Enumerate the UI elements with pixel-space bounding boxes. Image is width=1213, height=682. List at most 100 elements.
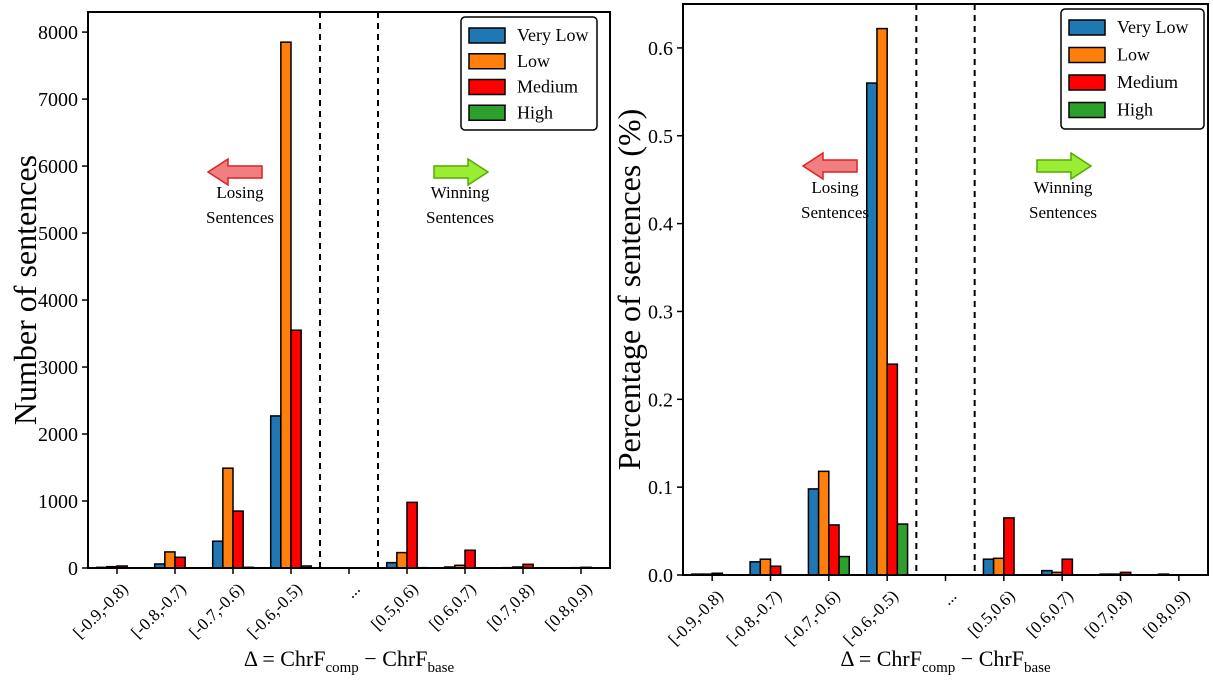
y-tick-label: 0.4	[648, 214, 673, 236]
x-tick-label: [0.5,0.6)	[964, 586, 1019, 641]
y-tick-label: 4000	[38, 290, 78, 312]
x-tick-label: ...	[341, 579, 363, 601]
bar-very-low-1	[749, 561, 762, 576]
bar-medium-2	[828, 524, 840, 576]
bar-medium-6	[464, 549, 476, 569]
x-axis-label: Δ = ChrFcomp − ChrFbase	[840, 646, 1051, 676]
bar-very-low-3	[269, 415, 282, 569]
winning-label: Sentences	[1029, 203, 1097, 222]
legend-frame	[460, 16, 598, 131]
legend-label: Very Low	[517, 25, 588, 45]
x-tick-label: ...	[938, 586, 960, 608]
losing-label: Losing	[216, 183, 264, 202]
bar-medium-6	[1061, 558, 1074, 576]
legend-swatch	[468, 53, 506, 70]
legend-swatch	[1068, 46, 1106, 64]
bar-high-2	[838, 555, 851, 576]
x-axis-label-part: − ChrF	[955, 646, 1024, 671]
legend-label: Very Low	[1117, 17, 1188, 37]
winning-label: Winning	[431, 183, 490, 202]
legend-label: Low	[1117, 45, 1150, 65]
y-axis-label: Number of sentences	[7, 155, 43, 425]
legend-swatch	[468, 27, 506, 44]
y-tick-label: 0.2	[648, 389, 673, 411]
bar-medium-2	[232, 510, 244, 569]
winning-arrow-icon	[433, 157, 490, 187]
legend: Very Low Low Medium High	[460, 16, 598, 131]
bars	[95, 41, 592, 570]
y-tick-label: 8000	[38, 22, 78, 44]
winning-label: Sentences	[426, 208, 494, 227]
x-axis-label-subscript: base	[427, 660, 454, 676]
x-tick-label: [0.5,0.6)	[367, 579, 422, 634]
x-tick-label: [-0.8,-0.7)	[723, 586, 786, 649]
x-axis-label-part: − ChrF	[359, 646, 428, 671]
losing-label: Sentences	[801, 203, 869, 222]
losing-arrow-icon	[801, 151, 858, 181]
x-tick-label: [-0.7,-0.6)	[185, 579, 248, 642]
x-axis-label-part: Δ = ChrF	[244, 646, 326, 671]
y-tick-label: 5000	[38, 223, 78, 245]
bar-high-3	[896, 523, 909, 576]
bar-low-2	[817, 470, 830, 576]
x-axis-label-subscript: base	[1024, 660, 1051, 676]
bar-medium-1	[769, 565, 782, 576]
x-tick-label: [-0.7,-0.6)	[781, 586, 844, 649]
y-tick-label: 7000	[38, 89, 78, 111]
legend-label: Low	[517, 51, 550, 71]
legend-label: High	[1117, 100, 1153, 120]
losing-label: Sentences	[206, 208, 274, 227]
winning-arrow-icon	[1036, 151, 1093, 181]
y-tick-label: 0.3	[648, 301, 673, 323]
y-tick-label: 0.5	[648, 126, 673, 148]
x-tick-label: [0.7,0.8)	[1081, 586, 1136, 641]
bar-medium-5	[406, 501, 418, 569]
x-tick-label: [-0.9,-0.8)	[69, 579, 132, 642]
bar-very-low-2	[211, 540, 224, 569]
y-axis-label: Percentage of sentences (%)	[611, 109, 647, 471]
legend-swatch	[468, 78, 506, 96]
bar-very-low-2	[807, 488, 820, 576]
winning-label: Winning	[1034, 178, 1093, 197]
x-tick-label: [-0.9,-0.8)	[664, 586, 727, 649]
bar-low-3	[280, 41, 292, 569]
x-tick-label: [0.6,0.7)	[425, 579, 480, 634]
bar-low-5	[396, 551, 408, 569]
y-tick-label: 0.6	[648, 38, 673, 60]
losing-label: Losing	[811, 178, 859, 197]
legend-label: Medium	[1117, 72, 1178, 92]
y-tick-label: 1000	[38, 491, 78, 513]
legend-swatch	[468, 104, 506, 121]
bar-medium-3	[886, 363, 899, 576]
x-tick-label: [-0.6,-0.5)	[839, 586, 902, 649]
bar-low-1	[164, 551, 176, 569]
bar-low-3	[876, 27, 888, 576]
bar-medium-5	[1003, 517, 1015, 576]
x-axis-label-subscript: comp	[325, 660, 358, 676]
bar-low-1	[759, 558, 772, 576]
losing-arrow-icon	[206, 157, 263, 187]
x-axis-label: Δ = ChrFcomp − ChrFbase	[244, 646, 455, 676]
x-tick-label: [-0.6,-0.5)	[243, 579, 306, 642]
legend-swatch	[1068, 19, 1106, 36]
bar-medium-1	[174, 556, 186, 569]
x-axis-label-part: Δ = ChrF	[840, 646, 922, 671]
legend-frame	[1060, 8, 1205, 130]
y-tick-label: 6000	[38, 156, 78, 178]
bar-very-low-3	[866, 82, 878, 576]
y-tick-label: 0.0	[648, 565, 673, 587]
bar-low-5	[992, 557, 1005, 576]
legend-swatch	[1068, 74, 1106, 91]
y-tick-label: 3000	[38, 357, 78, 379]
x-tick-label: [0.7,0.8)	[483, 579, 538, 634]
x-tick-label: [0.8,0.9)	[541, 579, 596, 634]
chart-panel-2: 0.0 0.1 0.2 0.3 0.4 0.5 0.6 [-0.9,-0.8)[-0.8,-0…	[611, 3, 1209, 676]
x-tick-label: [0.8,0.9)	[1139, 586, 1194, 641]
x-tick-label: [0.6,0.7)	[1022, 586, 1077, 641]
bar-very-low-5	[982, 558, 995, 576]
x-tick-label: [-0.8,-0.7)	[127, 579, 190, 642]
legend-label: High	[517, 102, 553, 122]
x-axis-label-subscript: comp	[922, 660, 955, 676]
y-tick-label: 2000	[38, 424, 78, 446]
